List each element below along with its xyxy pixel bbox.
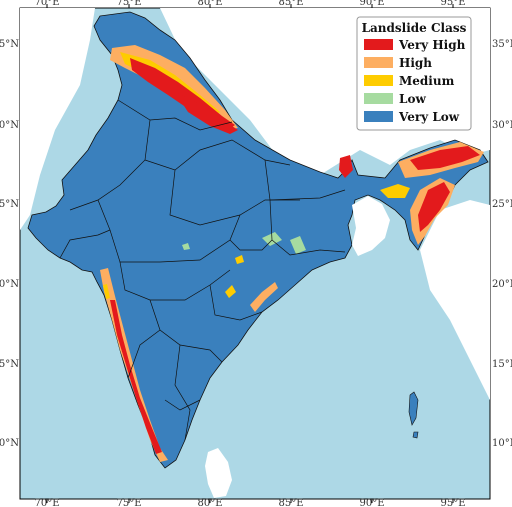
lat-label-right: 20°N xyxy=(492,279,512,290)
lat-label-left: 10°N xyxy=(0,438,19,449)
lon-label-bottom: 75°E xyxy=(116,498,141,507)
legend-swatch-low xyxy=(364,93,393,104)
lat-label-left: 25°N xyxy=(0,199,19,210)
legend-label: High xyxy=(399,56,432,70)
lon-label-bottom: 80°E xyxy=(197,498,222,507)
lat-label-right: 25°N xyxy=(492,199,512,210)
lon-label-bottom: 85°E xyxy=(278,498,303,507)
lat-label-left: 30°N xyxy=(0,120,19,131)
legend-swatch-high xyxy=(364,57,393,68)
legend-title: Landslide Class xyxy=(362,21,467,35)
legend-swatch-very-high xyxy=(364,39,393,50)
bangladesh xyxy=(352,196,390,256)
legend-swatch-medium xyxy=(364,75,393,86)
neighbour-land-west xyxy=(20,8,95,230)
nicobar-islands xyxy=(412,431,419,439)
lon-label-bottom: 70°E xyxy=(34,498,59,507)
hazard-himalaya xyxy=(110,45,238,134)
hazard-northeast xyxy=(339,142,484,245)
lon-label-top: 95°E xyxy=(440,0,465,8)
state-boundaries xyxy=(59,99,346,441)
lon-ticks-bottom xyxy=(46,499,454,503)
lon-ticks-top xyxy=(46,4,454,8)
lon-label-top: 85°E xyxy=(278,0,303,8)
lon-label-bottom: 90°E xyxy=(359,498,384,507)
lat-label-right: 30°N xyxy=(492,120,512,131)
lon-label-top: 70°E xyxy=(34,0,59,8)
legend-label: Medium xyxy=(399,74,455,88)
lat-label-left: 20°N xyxy=(0,279,19,290)
neighbour-land-east xyxy=(420,200,490,400)
lon-label-top: 90°E xyxy=(359,0,384,8)
lat-label-right: 15°N xyxy=(492,359,512,370)
legend-label: Very Low xyxy=(398,110,460,124)
legend-label: Low xyxy=(399,92,426,106)
andaman-islands xyxy=(408,391,419,426)
lon-label-top: 80°E xyxy=(197,0,222,8)
lat-label-right: 35°N xyxy=(492,39,512,50)
lat-label-left: 15°N xyxy=(0,359,19,370)
hazard-western-ghats xyxy=(100,268,168,462)
lat-label-left: 35°N xyxy=(0,39,19,50)
sri-lanka xyxy=(205,448,232,498)
legend: Landslide Class Very High High Medium Lo… xyxy=(356,16,472,131)
lon-label-bottom: 95°E xyxy=(440,498,465,507)
lon-label-top: 75°E xyxy=(116,0,141,8)
lat-label-right: 10°N xyxy=(492,438,512,449)
legend-label: Very High xyxy=(398,38,466,52)
legend-swatch-very-low xyxy=(364,111,393,122)
